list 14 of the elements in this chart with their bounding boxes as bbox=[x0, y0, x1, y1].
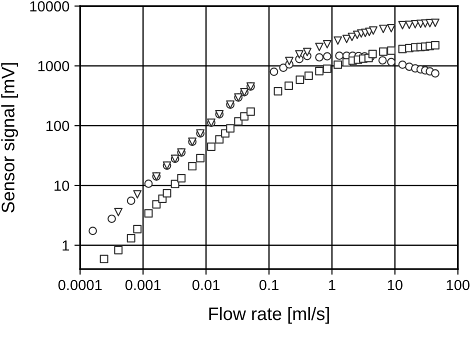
y-tick-label: 10 bbox=[54, 180, 70, 191]
y-tick-label: 1 bbox=[62, 240, 69, 251]
x-tick-label: 0.01 bbox=[192, 280, 220, 290]
x-tick-label: 0.1 bbox=[259, 280, 278, 290]
y-axis-title: Sensor signal [mV] bbox=[1, 63, 18, 213]
x-tick-label: 0.0001 bbox=[58, 280, 102, 290]
x-axis-title: Flow rate [ml/s] bbox=[209, 306, 329, 324]
y-tick-label: 1000 bbox=[38, 60, 70, 72]
x-tick-label: 1 bbox=[329, 280, 336, 290]
y-tick-label: 10000 bbox=[30, 1, 70, 12]
x-tick-label: 10 bbox=[388, 280, 402, 290]
x-tick-label: 100 bbox=[446, 280, 470, 290]
x-tick-label: 0.001 bbox=[125, 280, 161, 290]
y-tick-label: 100 bbox=[46, 120, 70, 132]
